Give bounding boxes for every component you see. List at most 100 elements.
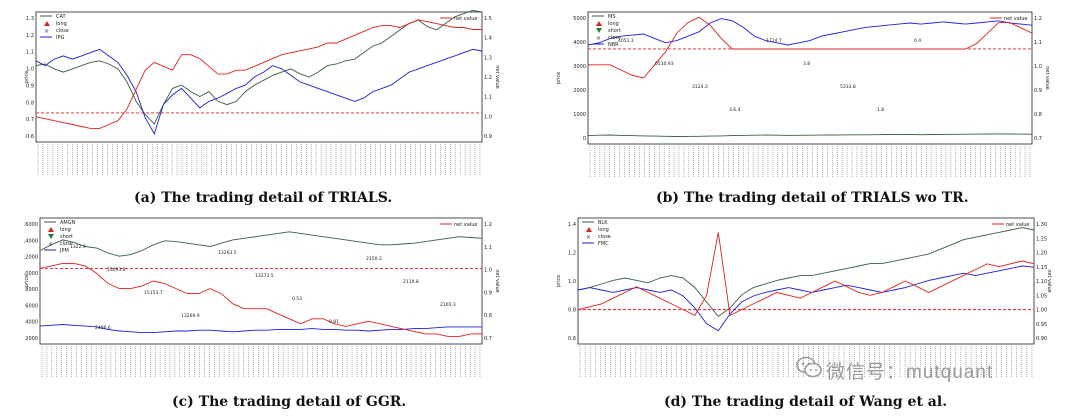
y-axis-label-left: price <box>24 275 30 287</box>
right-tick-label: 0.95 <box>1036 322 1047 328</box>
annotation-label: 1724.7 <box>766 38 782 44</box>
series-line-nbr <box>587 133 1033 137</box>
legend-entry: close <box>56 28 69 34</box>
left-tick-label: 1.0 <box>568 279 576 285</box>
left-tick-label: 1.0 <box>26 67 34 73</box>
annotation-label: 0.53 <box>292 296 302 302</box>
right-tick-label: 1.05 <box>1036 293 1047 299</box>
right-tick-label: 0.8 <box>1034 112 1042 118</box>
right-tick-label: 1.10 <box>1036 279 1047 285</box>
series-line-blk <box>577 227 1035 318</box>
y-axis-label-left: price <box>556 72 562 84</box>
chart-panel-b: 5000 4000 3000 2000 1000 0 1.2 1.1 1.0 0.9 0.8 0.7 p… <box>556 11 1050 178</box>
right-tick-label: 0.90 <box>1036 336 1047 342</box>
legend-entry: MS <box>608 14 616 20</box>
left-tick-label: 0.6 <box>568 336 576 342</box>
long-marker-icon <box>586 227 592 232</box>
annotation-label: 4051.1 <box>618 38 634 44</box>
legend-entry: CAT <box>56 14 67 20</box>
right-tick-label: 1.5 <box>484 16 492 22</box>
left-tick-label: 4000 <box>573 40 586 46</box>
series-line-net-value <box>588 16 1033 79</box>
annotation-label: 13263.5 <box>218 250 237 256</box>
left-tick-label: 1.1 <box>26 50 34 56</box>
legend-entry: long <box>598 227 609 233</box>
left-tick-label: 0.6 <box>26 134 34 140</box>
series-line-net-value <box>577 232 1035 317</box>
chart-panel-d: 1.4 1.2 1.0 0.8 0.6 1.30 1.25 1.20 1.15 1.10 1.05 1… <box>556 217 1052 378</box>
annotation-label: 1322.9 <box>70 244 86 250</box>
legend-entry: short <box>60 234 73 240</box>
close-marker-icon: × <box>48 241 53 248</box>
annotation-label: 2165.3 <box>440 302 456 308</box>
right-tick-label: 1.25 <box>1036 236 1047 242</box>
right-tick-label: 1.3 <box>484 55 492 61</box>
annotation-label: 15153.7 <box>144 290 163 296</box>
right-tick-label: 1.0 <box>484 268 492 274</box>
series-line-net-value <box>39 262 482 337</box>
annotation-label: 13269.9 <box>181 313 200 319</box>
right-tick-label: 1.2 <box>484 222 492 228</box>
wechat-logo-icon <box>796 356 822 378</box>
caption-d: (d) The trading detail of Wang et al. <box>664 394 948 410</box>
series-line-ipg <box>35 48 483 136</box>
right-tick-label: 1.15 <box>1036 265 1047 271</box>
caption-b: (b) The trading detail of TRIALS wo TR. <box>656 190 969 206</box>
long-marker-icon <box>44 21 50 26</box>
legend-entry: close <box>608 35 621 41</box>
long-marker-icon <box>48 227 54 232</box>
right-tick-label: 0.7 <box>484 336 492 342</box>
left-tick-label: 12000 <box>24 255 38 261</box>
y-axis-label-right: net value <box>494 65 500 88</box>
y-axis-label-right: net value <box>494 269 500 292</box>
short-marker-icon <box>48 234 54 239</box>
y-axis-label-left: price <box>556 275 562 287</box>
chart-panel-a: 1.3 1.2 1.1 1.0 0.9 0.8 0.7 0.6 1.5 1.4 1.3 1.2 1.1 1… <box>24 10 500 176</box>
right-tick-label: 1.2 <box>1034 16 1042 22</box>
annotation-label: 1.8 <box>877 107 884 113</box>
legend-entry: JPM <box>59 248 69 254</box>
legend-entry: long <box>608 21 619 27</box>
left-tick-label: 4000 <box>25 320 38 326</box>
annotation-label: 3.8 <box>803 61 810 67</box>
legend-entry: AMGN <box>60 220 76 226</box>
annotation-label: 13693.8 <box>107 267 126 273</box>
left-tick-label: 5000 <box>573 16 586 22</box>
legend-entry: close <box>60 241 73 247</box>
annotation-label: 2119.8 <box>403 279 419 285</box>
right-tick-label: 1.20 <box>1036 251 1047 257</box>
annotation-label: 0510.93 <box>655 61 674 67</box>
legend-entry: long <box>56 21 67 27</box>
caption-a: (a) The trading detail of TRIALS. <box>134 190 393 206</box>
annotation-label: 0.81 <box>329 319 339 325</box>
annotation-label: 3.6.4 <box>729 107 741 113</box>
right-tick-label: 1.1 <box>484 245 492 251</box>
right-tick-label: 0.9 <box>484 134 492 140</box>
left-tick-label: 3000 <box>573 64 586 70</box>
plot-frame <box>39 217 483 345</box>
close-marker-icon: × <box>586 234 591 241</box>
left-tick-label: 1.2 <box>568 251 576 257</box>
left-tick-label: 0.7 <box>26 117 34 123</box>
y-axis-label-right: net value <box>1044 66 1050 89</box>
right-tick-label: 1.0 <box>1034 64 1042 70</box>
left-tick-label: 1.3 <box>26 16 34 22</box>
caption-c: (c) The trading detail of GGR. <box>172 394 407 410</box>
legend-entry: short <box>608 28 621 34</box>
right-tick-label: 1.4 <box>484 36 492 42</box>
left-tick-label: 1.2 <box>26 33 34 39</box>
series-line-jpm <box>39 324 482 334</box>
plot-frame <box>35 11 483 143</box>
watermark-text: 微信号：mutquant <box>826 362 994 383</box>
series-line-net-value <box>35 19 482 129</box>
y-axis-label-right: net value <box>1046 269 1052 292</box>
left-tick-label: 8000 <box>25 287 38 293</box>
left-tick-label: 6000 <box>25 303 38 309</box>
right-tick-label: 0.9 <box>484 290 492 296</box>
right-tick-label: 1.00 <box>1036 308 1047 314</box>
right-tick-label: 1.0 <box>484 114 492 120</box>
annotation-label: 13273.5 <box>255 273 274 279</box>
legend-entry-net: net value <box>1004 16 1027 22</box>
